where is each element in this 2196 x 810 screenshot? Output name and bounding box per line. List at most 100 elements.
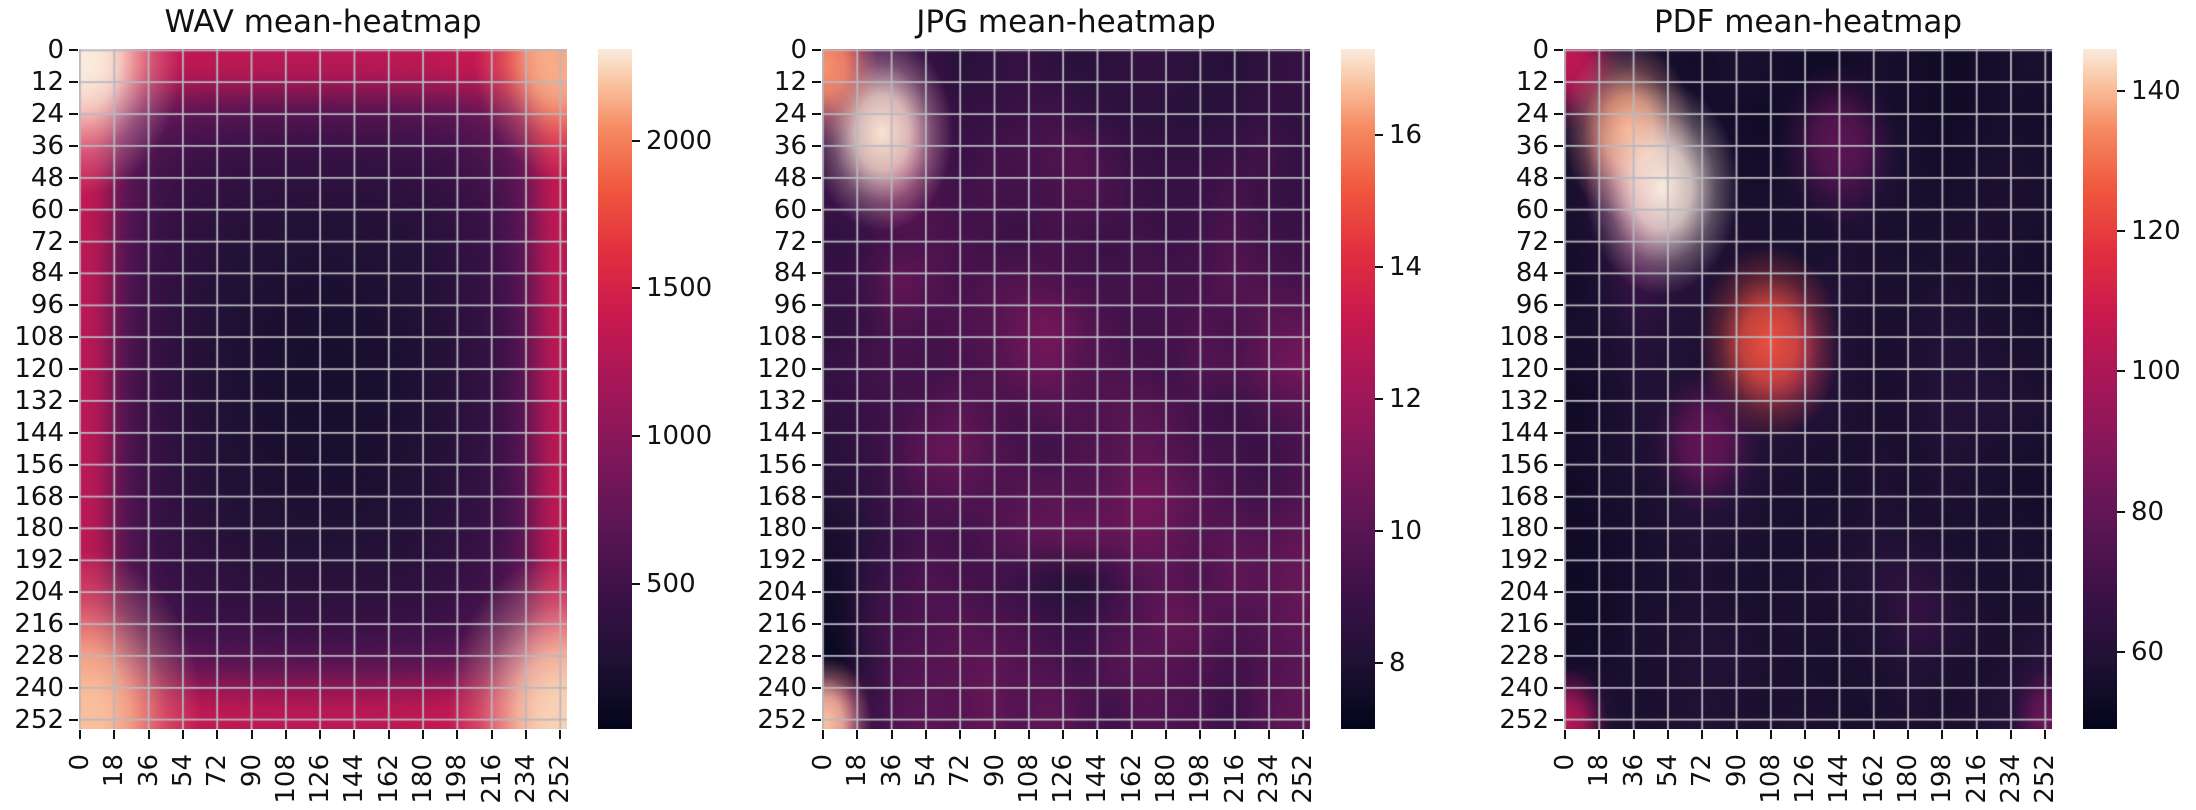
x-tick-mark <box>1975 730 1978 739</box>
x-tick-mark <box>821 730 824 739</box>
x-tick-mark <box>216 730 219 739</box>
colorbar-tick-mark <box>632 435 640 438</box>
x-tick-label: 108 <box>1013 754 1044 804</box>
x-tick-label: 90 <box>979 754 1010 788</box>
colorbar-tick-label: 100 <box>2131 356 2181 387</box>
x-tick-mark <box>319 730 322 739</box>
y-tick-mark <box>812 49 821 52</box>
y-tick-mark <box>1554 591 1563 594</box>
y-tick-mark <box>812 144 821 147</box>
x-tick-mark <box>1907 730 1910 739</box>
y-tick-label: 156 <box>1499 449 1549 480</box>
x-tick-mark <box>1838 730 1841 739</box>
x-tick-mark <box>1632 730 1635 739</box>
y-tick-label: 132 <box>757 385 807 416</box>
x-tick-label: 126 <box>1048 754 1079 804</box>
x-tick-mark <box>147 730 150 739</box>
x-tick-mark <box>387 730 390 739</box>
colorbar-tick-label: 120 <box>2131 216 2181 247</box>
x-tick-mark <box>525 730 528 739</box>
x-tick-label: 0 <box>1549 754 1580 771</box>
y-tick-mark <box>1554 49 1563 52</box>
y-tick-mark <box>69 240 78 243</box>
y-tick-mark <box>812 463 821 466</box>
y-tick-label: 180 <box>757 513 807 544</box>
x-tick-label: 126 <box>305 754 336 804</box>
y-tick-label: 216 <box>1499 609 1549 640</box>
x-tick-label: 198 <box>442 754 473 804</box>
y-tick-mark <box>69 49 78 52</box>
x-tick-label: 180 <box>408 754 439 804</box>
colorbar-tick-mark <box>1375 661 1383 664</box>
jpg-panel-title: JPG mean-heatmap <box>916 4 1216 40</box>
y-tick-label: 96 <box>30 290 64 321</box>
y-tick-mark <box>812 336 821 339</box>
x-tick-mark <box>890 730 893 739</box>
y-tick-mark <box>69 304 78 307</box>
x-tick-label: 162 <box>1858 754 1889 804</box>
y-tick-mark <box>812 495 821 498</box>
y-tick-label: 36 <box>773 130 807 161</box>
x-tick-mark <box>1735 730 1738 739</box>
y-tick-label: 240 <box>14 672 64 703</box>
colorbar-tick-mark <box>1375 529 1383 532</box>
x-tick-mark <box>1701 730 1704 739</box>
colorbar-tick-label: 500 <box>646 569 696 600</box>
y-tick-label: 144 <box>14 417 64 448</box>
x-tick-label: 180 <box>1151 754 1182 804</box>
y-tick-mark <box>69 113 78 116</box>
y-tick-label: 216 <box>14 609 64 640</box>
y-tick-mark <box>812 623 821 626</box>
y-tick-label: 120 <box>14 354 64 385</box>
y-tick-label: 252 <box>1499 704 1549 735</box>
y-tick-mark <box>1554 654 1563 657</box>
x-tick-mark <box>353 730 356 739</box>
y-tick-mark <box>812 208 821 211</box>
y-tick-mark <box>812 527 821 530</box>
y-tick-mark <box>812 240 821 243</box>
y-tick-mark <box>69 495 78 498</box>
colorbar-tick-label: 14 <box>1389 251 1423 282</box>
pdf-panel-title: PDF mean-heatmap <box>1653 4 1963 40</box>
x-tick-label: 36 <box>1618 754 1649 788</box>
x-tick-label: 252 <box>2030 754 2061 804</box>
y-tick-mark <box>1554 495 1563 498</box>
y-tick-label: 180 <box>14 513 64 544</box>
y-tick-mark <box>69 208 78 211</box>
y-tick-mark <box>812 304 821 307</box>
y-tick-label: 108 <box>757 322 807 353</box>
y-tick-label: 144 <box>757 417 807 448</box>
colorbar-tick-label: 1000 <box>646 421 713 452</box>
x-tick-mark <box>181 730 184 739</box>
x-tick-mark <box>559 730 562 739</box>
x-tick-label: 54 <box>1652 754 1683 788</box>
y-tick-mark <box>69 81 78 84</box>
x-tick-label: 18 <box>1584 754 1615 788</box>
y-tick-label: 108 <box>14 322 64 353</box>
x-tick-mark <box>1666 730 1669 739</box>
y-tick-mark <box>1554 623 1563 626</box>
colorbar-tick-mark <box>1375 133 1383 136</box>
y-tick-label: 180 <box>1499 513 1549 544</box>
y-tick-mark <box>812 81 821 84</box>
x-tick-label: 54 <box>167 754 198 788</box>
colorbar-tick-mark <box>2117 510 2125 513</box>
x-tick-mark <box>284 730 287 739</box>
y-tick-label: 156 <box>757 449 807 480</box>
x-tick-mark <box>959 730 962 739</box>
y-tick-label: 84 <box>773 258 807 289</box>
colorbar-tick-label: 12 <box>1389 383 1423 414</box>
x-tick-label: 198 <box>1185 754 1216 804</box>
y-tick-label: 228 <box>14 640 64 671</box>
y-tick-label: 0 <box>47 35 64 66</box>
wav-colorbar <box>598 49 632 729</box>
x-tick-label: 54 <box>910 754 941 788</box>
wav-panel-title: WAV mean-heatmap <box>164 4 482 40</box>
y-tick-mark <box>812 368 821 371</box>
wav-heatmap-canvas <box>79 49 567 729</box>
y-tick-mark <box>1554 208 1563 211</box>
x-tick-label: 0 <box>64 754 95 771</box>
colorbar-tick-mark <box>632 139 640 142</box>
y-tick-label: 204 <box>757 577 807 608</box>
y-tick-label: 132 <box>1499 385 1549 416</box>
